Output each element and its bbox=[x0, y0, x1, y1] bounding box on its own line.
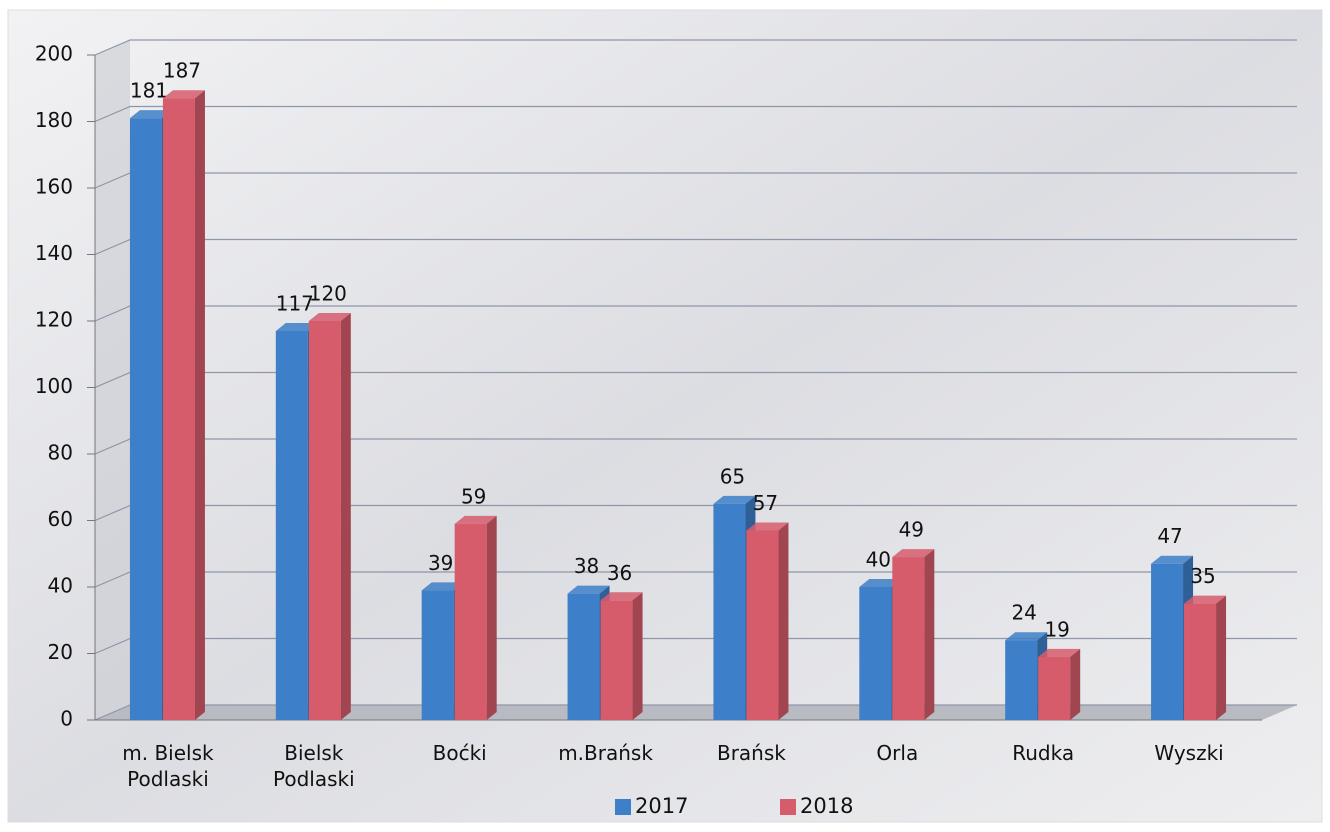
y-tick-label: 180 bbox=[35, 108, 73, 132]
bar bbox=[308, 313, 351, 720]
value-label: 117 bbox=[276, 291, 314, 315]
x-tick-label: Rudka bbox=[1012, 741, 1075, 765]
bar-side bbox=[632, 592, 643, 720]
x-tick-label: Bielsk Podlaski bbox=[272, 741, 355, 791]
value-label: 47 bbox=[1157, 524, 1182, 548]
value-label: 59 bbox=[461, 484, 486, 508]
bar-front bbox=[859, 587, 892, 720]
bar-front bbox=[421, 590, 454, 720]
bar-front bbox=[454, 523, 487, 720]
y-tick-label: 100 bbox=[35, 374, 73, 398]
value-label: 49 bbox=[899, 518, 924, 542]
bar bbox=[1005, 632, 1048, 720]
value-label: 36 bbox=[607, 561, 632, 585]
bar-front bbox=[746, 530, 779, 720]
grid-line bbox=[94, 39, 1297, 56]
bar-top bbox=[275, 322, 318, 331]
bar-top bbox=[129, 110, 172, 119]
bar bbox=[746, 522, 789, 720]
floor bbox=[95, 705, 1297, 720]
y-tick-label: 120 bbox=[35, 308, 73, 332]
bar bbox=[454, 515, 497, 720]
y-tick-label: 40 bbox=[48, 574, 73, 598]
bar-side bbox=[1070, 648, 1081, 720]
bar-top bbox=[746, 522, 789, 531]
bar-side bbox=[1216, 595, 1227, 720]
bar-top bbox=[1184, 595, 1227, 604]
bar-front bbox=[308, 321, 341, 720]
x-tick-label: Boćki bbox=[432, 741, 487, 765]
bar-top bbox=[892, 549, 935, 558]
bar-top bbox=[162, 90, 205, 99]
bar-front bbox=[600, 600, 633, 720]
bar bbox=[1038, 648, 1081, 720]
y-tick-label: 60 bbox=[48, 507, 73, 531]
x-tick-label: Orla bbox=[876, 741, 919, 765]
bar-side bbox=[924, 549, 935, 720]
bar-front bbox=[275, 330, 308, 720]
bar-side bbox=[194, 90, 205, 721]
value-label: 35 bbox=[1190, 564, 1215, 588]
legend-label: 2018 bbox=[800, 794, 854, 818]
y-tick-label: 80 bbox=[48, 441, 73, 465]
legend-swatch bbox=[780, 799, 796, 815]
bar-top bbox=[1151, 555, 1194, 564]
bar-front bbox=[129, 118, 162, 721]
value-label: 181 bbox=[130, 79, 168, 103]
bar bbox=[1184, 595, 1227, 720]
bar-front bbox=[567, 593, 600, 720]
bar bbox=[600, 592, 643, 720]
value-label: 120 bbox=[309, 282, 347, 306]
value-label: 39 bbox=[428, 551, 453, 575]
x-tick-label: Wyszki bbox=[1154, 741, 1224, 765]
y-tick-label: 140 bbox=[35, 241, 73, 265]
bar-front bbox=[162, 98, 195, 721]
bar-side bbox=[340, 313, 351, 720]
value-label: 19 bbox=[1044, 617, 1069, 641]
bar-front bbox=[1184, 603, 1217, 720]
bar-top bbox=[600, 592, 643, 601]
bar-top bbox=[308, 313, 351, 321]
y-tick-label: 160 bbox=[35, 175, 73, 199]
legend-swatch bbox=[615, 799, 631, 815]
value-label: 57 bbox=[753, 491, 778, 515]
bar-side bbox=[486, 515, 497, 720]
bar-top bbox=[1038, 648, 1081, 657]
bar-side bbox=[778, 522, 789, 720]
value-label: 38 bbox=[574, 554, 599, 578]
y-tick-label: 200 bbox=[35, 42, 73, 66]
chart-background bbox=[7, 9, 1323, 823]
x-tick-label: m. Bielsk Podlaski bbox=[122, 741, 214, 791]
value-label: 24 bbox=[1011, 601, 1036, 625]
bar-front bbox=[1005, 640, 1038, 720]
bar-top bbox=[454, 515, 497, 524]
y-tick-label: 20 bbox=[48, 640, 73, 664]
legend-label: 2017 bbox=[635, 794, 689, 818]
bar-top bbox=[713, 495, 756, 504]
value-label: 40 bbox=[866, 548, 891, 572]
bar-top bbox=[421, 582, 464, 591]
bar-front bbox=[1151, 563, 1184, 720]
value-label: 65 bbox=[720, 464, 745, 488]
bar bbox=[162, 90, 205, 721]
bar-top bbox=[1005, 632, 1048, 641]
bar-top bbox=[567, 585, 610, 594]
bar-front bbox=[1038, 656, 1071, 720]
bar bbox=[892, 549, 935, 720]
y-tick-label: 0 bbox=[60, 707, 73, 731]
bar-front bbox=[892, 557, 925, 720]
x-tick-label: m.Brańsk bbox=[558, 741, 653, 765]
x-tick-label: Brańsk bbox=[716, 741, 786, 765]
value-label: 187 bbox=[163, 59, 201, 83]
grid-line bbox=[94, 105, 1297, 123]
bar-front bbox=[713, 503, 746, 720]
bar-top bbox=[859, 579, 902, 587]
